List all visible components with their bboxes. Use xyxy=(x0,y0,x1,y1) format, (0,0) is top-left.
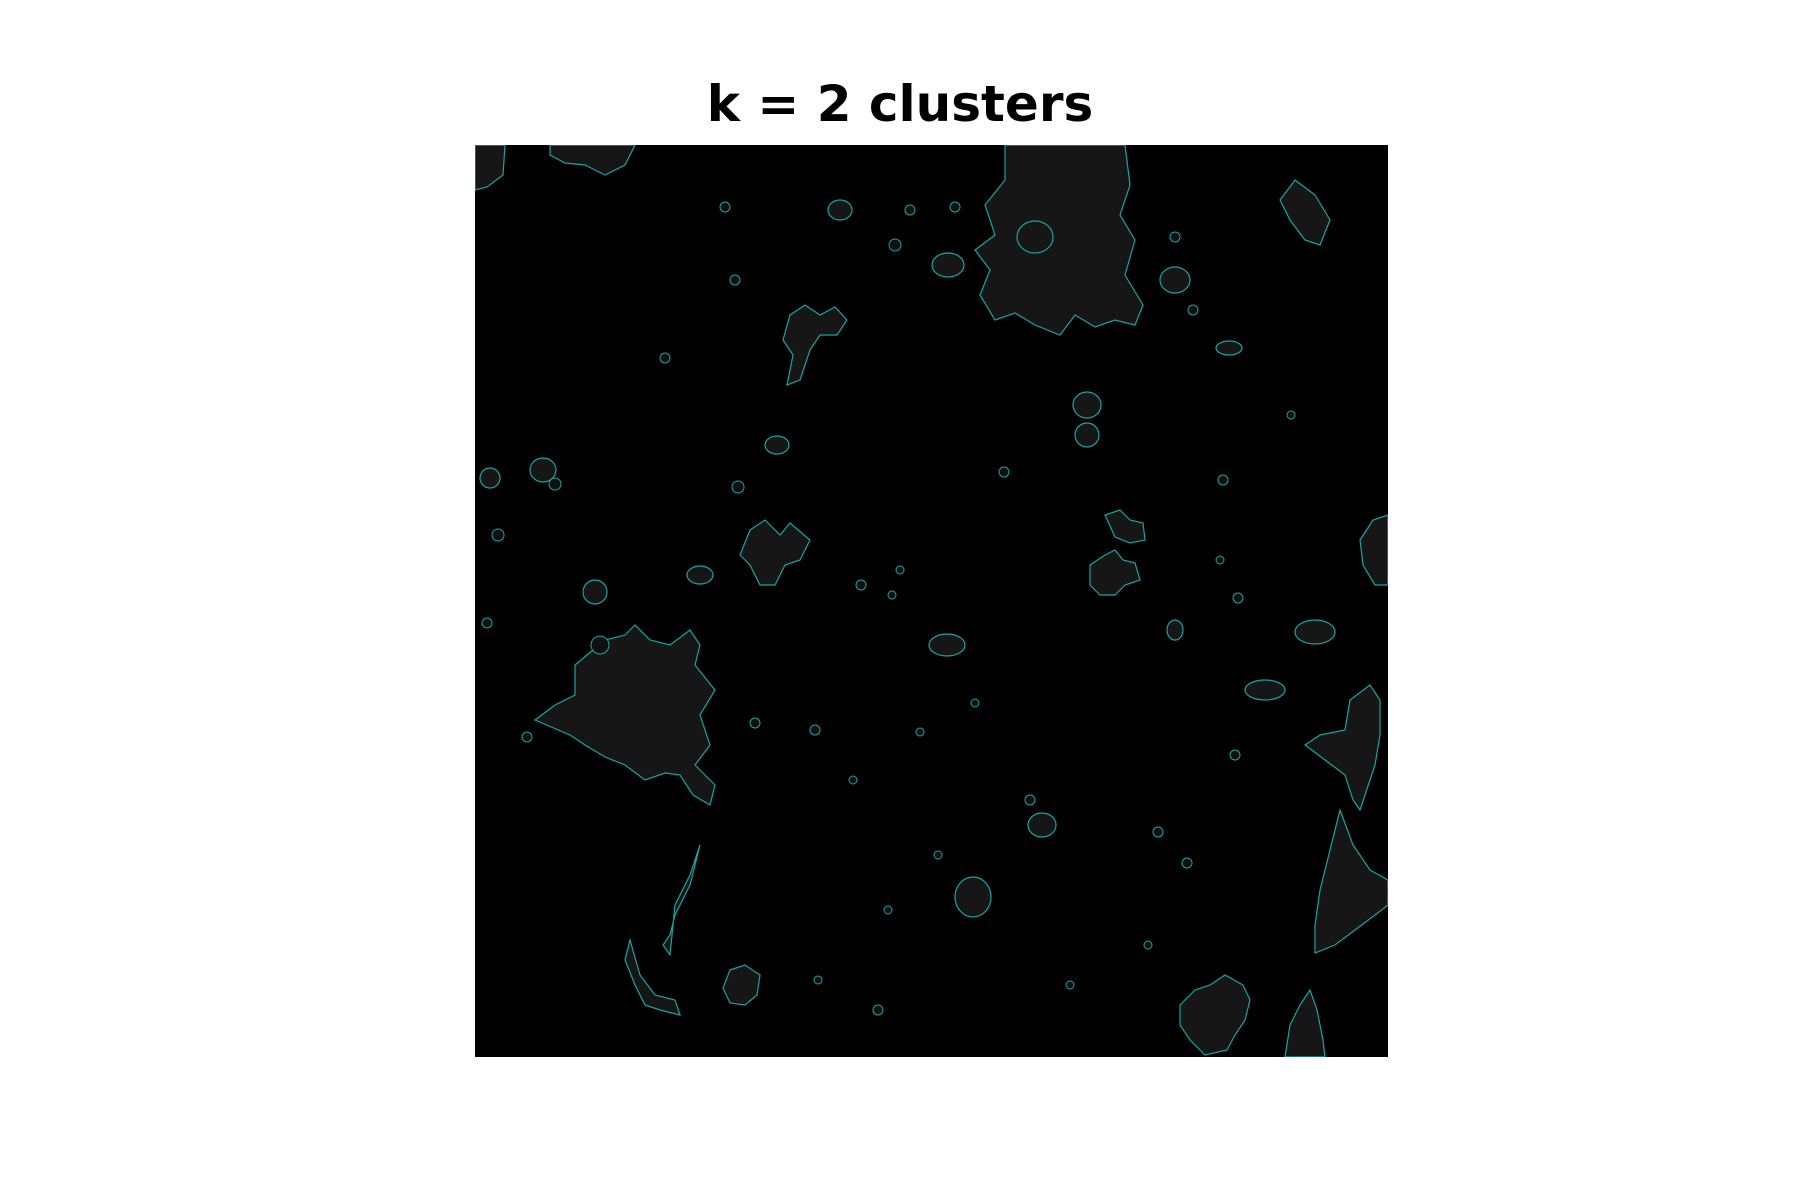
cluster-region xyxy=(974,145,1144,336)
cluster-speck xyxy=(855,579,867,591)
cluster-speck xyxy=(719,201,731,213)
cluster-speck xyxy=(970,698,980,708)
cluster-region xyxy=(1016,220,1054,254)
cluster-speck xyxy=(1187,304,1199,316)
cluster-region xyxy=(1104,509,1146,544)
cluster-speck xyxy=(491,528,505,542)
cluster-region xyxy=(827,199,853,221)
cluster-region xyxy=(1303,684,1381,812)
cluster-speck xyxy=(1065,980,1075,990)
cluster-region xyxy=(1215,340,1243,356)
figure-title: k = 2 clusters xyxy=(706,75,1094,133)
cluster-speck xyxy=(888,238,902,252)
cluster-speck xyxy=(872,1004,884,1016)
cluster-region xyxy=(662,844,701,957)
cluster-speck xyxy=(1181,857,1193,869)
cluster-speck xyxy=(904,204,916,216)
cluster-region xyxy=(1166,619,1184,641)
cluster-speck xyxy=(915,727,925,737)
cluster-speck xyxy=(1215,555,1225,565)
cluster-speck xyxy=(749,717,761,729)
cluster-speck xyxy=(887,590,897,600)
cluster-region xyxy=(1314,807,1388,954)
cluster-speck xyxy=(1024,794,1036,806)
cluster-speck xyxy=(731,480,745,494)
cluster-region xyxy=(582,579,608,605)
cluster-region xyxy=(1027,812,1057,838)
cluster-speck xyxy=(848,775,858,785)
cluster-region xyxy=(1244,679,1286,701)
cluster-speck xyxy=(883,905,893,915)
cluster-region xyxy=(1294,619,1336,645)
cluster-speck xyxy=(521,731,533,743)
cluster-speck xyxy=(590,635,610,655)
cluster-region xyxy=(1072,391,1102,419)
cluster-region xyxy=(549,145,636,176)
cluster-region xyxy=(782,304,848,386)
cluster-region xyxy=(739,519,811,586)
cluster-speck xyxy=(1229,749,1241,761)
cluster-region xyxy=(954,876,992,918)
cluster-speck xyxy=(481,617,493,629)
cluster-speck xyxy=(1169,231,1181,243)
cluster-speck xyxy=(729,274,741,286)
segmentation-image xyxy=(475,145,1388,1057)
cluster-region xyxy=(1279,179,1331,246)
cluster-region xyxy=(1159,266,1191,294)
cluster-region xyxy=(1359,514,1388,586)
cluster-speck xyxy=(949,201,961,213)
cluster-region xyxy=(1089,549,1141,596)
cluster-region xyxy=(928,633,966,657)
cluster-speck xyxy=(1152,826,1164,838)
cluster-contours xyxy=(475,145,1388,1057)
cluster-speck xyxy=(895,565,905,575)
cluster-region xyxy=(533,624,716,806)
cluster-region xyxy=(1284,988,1326,1057)
cluster-speck xyxy=(1143,940,1153,950)
cluster-speck xyxy=(1217,474,1229,486)
cluster-speck xyxy=(998,466,1010,478)
cluster-speck xyxy=(1232,592,1244,604)
cluster-speck xyxy=(813,975,823,985)
cluster-region xyxy=(479,467,501,489)
cluster-speck xyxy=(809,724,821,736)
small-contours xyxy=(481,201,1296,1016)
cluster-region xyxy=(624,937,681,1016)
cluster-region xyxy=(764,435,790,455)
cluster-region xyxy=(475,145,506,191)
cluster-region xyxy=(1074,422,1100,448)
cluster-region xyxy=(1179,974,1251,1056)
cluster-speck xyxy=(1286,410,1296,420)
cluster-region xyxy=(686,565,714,585)
cluster-speck xyxy=(659,352,671,364)
cluster-region xyxy=(722,964,761,1006)
cluster-region xyxy=(529,457,557,483)
cluster-region xyxy=(931,252,965,278)
cluster-speck xyxy=(933,850,943,860)
cluster-speck xyxy=(548,477,562,491)
